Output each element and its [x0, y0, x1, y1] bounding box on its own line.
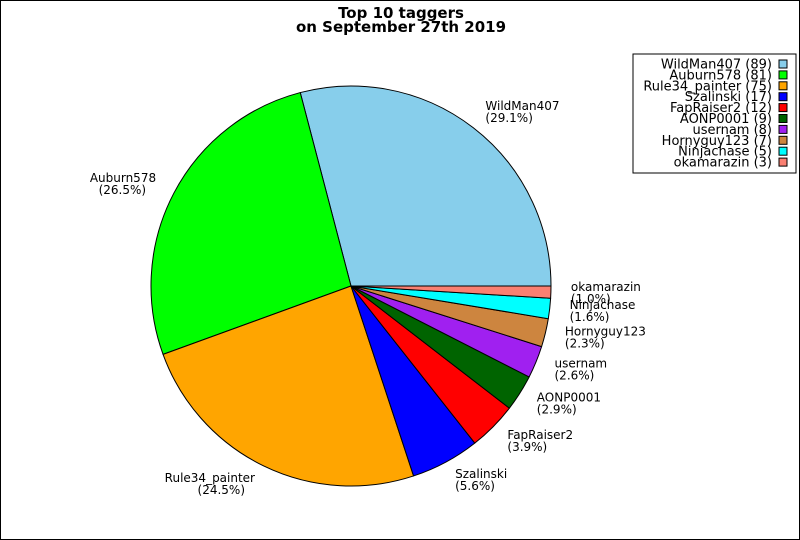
slice-label: usernam: [555, 357, 608, 371]
slice-label: Hornyguy123: [565, 325, 646, 339]
slice-percent-label: (5.6%): [455, 479, 495, 493]
slice-percent-label: (2.3%): [565, 337, 605, 351]
legend-entry-label: WildMan407 (89): [661, 58, 772, 73]
legend-swatch: [778, 103, 788, 113]
legend-swatch: [778, 70, 788, 80]
legend-entry-label: usernam (8): [692, 123, 772, 138]
pie-slices: [150, 85, 552, 487]
legend-swatch: [778, 157, 788, 167]
slice-percent-label: (2.6%): [555, 369, 595, 383]
legend-entry-label: Rule34_painter (75): [643, 79, 772, 94]
legend-swatch: [778, 124, 788, 134]
slice-label: Rule34_painter: [165, 471, 255, 485]
legend-entry-label: Ninjachase (5): [678, 145, 772, 160]
legend-entry-label: FapRaiser2 (12): [670, 101, 772, 116]
slice-label: okamarazin: [571, 280, 641, 294]
slice-label: WildMan407: [485, 99, 559, 113]
chart-title-line-2: on September 27th 2019: [296, 18, 506, 36]
slice-label: Szalinski: [455, 467, 507, 481]
legend: WildMan407 (89)Auburn578 (81)Rule34_pain…: [632, 53, 797, 174]
slice-percent-label: (2.9%): [537, 403, 577, 417]
pie-slice-okamarazin: [350, 285, 552, 299]
slice-percent-label: (29.1%): [485, 111, 532, 125]
chart-title-line-1: Top 10 taggers: [338, 4, 464, 22]
legend-swatch: [778, 114, 788, 123]
pie-slice-wildman407: [299, 85, 552, 287]
slice-percent-label: (3.9%): [507, 440, 547, 454]
legend-entry-label: Hornyguy123 (7): [662, 134, 772, 149]
pie-slice-auburn578: [150, 92, 352, 355]
slice-percent-label: (26.5%): [99, 183, 146, 197]
legend-swatch: [778, 92, 788, 102]
pie-labels: WildMan407(29.1%) Auburn578(26.5%) Rule34_…: [90, 99, 646, 497]
slice-label: AONP0001: [537, 391, 601, 405]
legend-entry-label: okamarazin (3): [674, 156, 772, 171]
slice-label: Auburn578: [90, 171, 156, 185]
slice-percent-label: (24.5%): [198, 483, 245, 497]
legend-swatch: [778, 81, 788, 91]
pie-slice-rule34-painter: [162, 285, 415, 487]
slice-percent-label: (1.0%): [571, 292, 611, 306]
slice-label: FapRaiser2: [507, 428, 573, 442]
legend-swatch: [778, 59, 788, 69]
slice-label: Ninjachase: [570, 298, 636, 312]
legend-entry-label: Szalinski (17): [685, 90, 772, 105]
legend-box: [632, 53, 797, 174]
legend-entry-label: AONP0001 (9): [680, 112, 772, 127]
legend-entry-label: Auburn578 (81): [669, 68, 772, 83]
slice-percent-label: (1.6%): [570, 310, 610, 324]
legend-swatch: [778, 135, 788, 145]
legend-swatch: [778, 146, 788, 156]
